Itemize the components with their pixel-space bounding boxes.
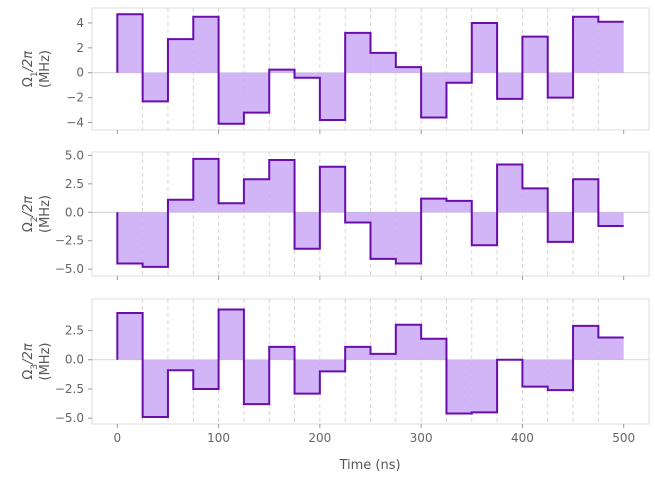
step-bar bbox=[117, 212, 143, 264]
step-bar bbox=[446, 72, 472, 83]
step-bar bbox=[370, 212, 396, 259]
step-series-line bbox=[116, 13, 624, 125]
step-bar bbox=[319, 359, 346, 372]
step-bar bbox=[598, 212, 624, 226]
y-tick-label: −2 bbox=[66, 91, 84, 105]
step-bar bbox=[446, 200, 472, 213]
step-bar bbox=[193, 158, 219, 213]
subplot-2: −5.0 −2.5 0.0 2.5 5.0 Ω2/2π (MHz) bbox=[21, 148, 650, 280]
step-bar bbox=[142, 212, 168, 267]
step-bar bbox=[269, 69, 295, 73]
step-bar bbox=[294, 359, 320, 394]
step-bar bbox=[370, 52, 396, 73]
y-tick-label: 0 bbox=[76, 66, 84, 80]
y-tick-label: −4 bbox=[66, 116, 84, 130]
step-bar bbox=[471, 212, 498, 246]
step-bar bbox=[522, 188, 548, 213]
step-bar bbox=[117, 313, 143, 360]
y-tick-label: 0.0 bbox=[65, 205, 84, 219]
step-series-line bbox=[116, 308, 624, 418]
step-bar bbox=[573, 325, 599, 360]
y-tick-label: −5.0 bbox=[55, 411, 84, 425]
step-bar bbox=[167, 359, 194, 371]
step-bar bbox=[547, 212, 574, 242]
step-bar bbox=[319, 72, 346, 121]
y-tick-label: −2.5 bbox=[55, 382, 84, 396]
y-axis-unit: (MHz) bbox=[38, 343, 53, 381]
step-bar bbox=[598, 21, 624, 73]
y-tick-label: 2.5 bbox=[65, 177, 84, 191]
step-bar bbox=[547, 359, 574, 391]
step-bar bbox=[370, 353, 396, 360]
step-bar bbox=[294, 72, 320, 78]
step-bar bbox=[167, 39, 194, 73]
step-bar bbox=[319, 166, 346, 213]
step-bar bbox=[218, 72, 244, 124]
step-bar bbox=[345, 346, 371, 360]
step-bar bbox=[395, 67, 422, 73]
step-bar bbox=[497, 72, 523, 99]
step-bar bbox=[345, 32, 371, 73]
y-axis-label: Ω1/2π bbox=[21, 51, 40, 87]
step-bar bbox=[193, 359, 219, 389]
subplot-3: −5.0 −2.5 0.0 2.5 0 100 200 300 400 500 Ω3/2π (MHz) bbox=[21, 298, 650, 445]
step-bar bbox=[547, 72, 574, 98]
step-bar bbox=[573, 179, 599, 213]
x-tick-label: 300 bbox=[410, 431, 433, 445]
step-bar bbox=[446, 359, 472, 414]
y-tick-label: −2.5 bbox=[55, 234, 84, 248]
step-bar bbox=[421, 338, 447, 360]
step-bar bbox=[395, 212, 422, 264]
y-axis-unit: (MHz) bbox=[38, 195, 53, 233]
step-bar bbox=[471, 22, 498, 73]
step-bar bbox=[269, 346, 295, 360]
step-bar bbox=[218, 309, 244, 360]
step-bar bbox=[243, 359, 270, 405]
step-bar bbox=[117, 14, 143, 73]
x-tick-label: 0 bbox=[113, 431, 121, 445]
step-bar bbox=[269, 159, 295, 213]
step-bar bbox=[573, 16, 599, 73]
step-bar bbox=[294, 212, 320, 249]
y-tick-label: 4 bbox=[76, 16, 84, 30]
step-bar bbox=[243, 179, 270, 213]
step-bar bbox=[421, 198, 447, 213]
step-bar bbox=[522, 36, 548, 73]
x-tick-label: 100 bbox=[207, 431, 230, 445]
step-bar bbox=[142, 359, 168, 417]
y-tick-label: 5.0 bbox=[65, 148, 84, 162]
y-tick-label: −5.0 bbox=[55, 262, 84, 276]
y-tick-label: 2 bbox=[76, 41, 84, 55]
step-bar bbox=[218, 203, 244, 213]
step-bar bbox=[471, 359, 498, 413]
step-bar bbox=[167, 199, 194, 213]
step-bar bbox=[522, 359, 548, 387]
subplot-1: −4 −2 0 2 4 Ω1/2π (MHz) bbox=[21, 7, 650, 134]
step-bar bbox=[598, 337, 624, 360]
step-bar bbox=[193, 16, 219, 73]
y-axis-label: Ω2/2π bbox=[21, 196, 40, 232]
step-bar bbox=[497, 164, 523, 213]
y-tick-label: 0.0 bbox=[65, 353, 84, 367]
y-tick-label: 2.5 bbox=[65, 324, 84, 338]
x-tick-label: 400 bbox=[511, 431, 534, 445]
x-axis-label: Time (ns) bbox=[338, 458, 400, 473]
x-tick-label: 500 bbox=[612, 431, 635, 445]
y-axis-unit: (MHz) bbox=[38, 50, 53, 88]
y-axis-label: Ω3/2π bbox=[21, 343, 40, 379]
step-bar bbox=[421, 72, 447, 118]
step-series-line bbox=[116, 157, 624, 268]
step-bar bbox=[142, 72, 168, 102]
step-bar bbox=[395, 324, 422, 360]
step-bar bbox=[345, 212, 371, 223]
step-bar bbox=[243, 72, 270, 113]
x-tick-label: 200 bbox=[308, 431, 331, 445]
